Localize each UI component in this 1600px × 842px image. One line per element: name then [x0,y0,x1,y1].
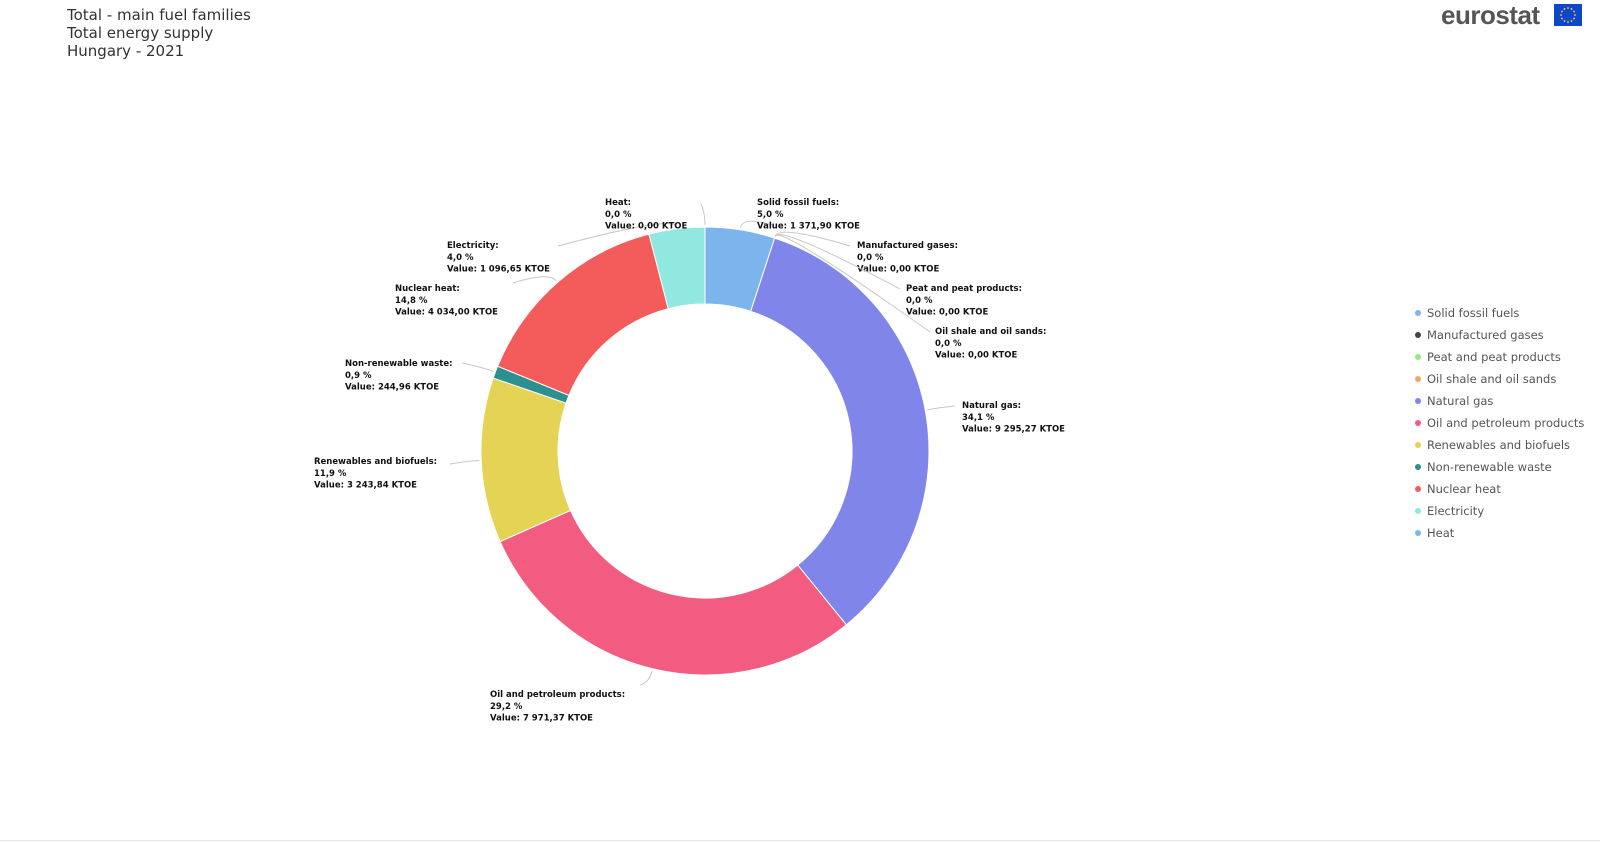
chart-legend: Solid fossil fuels Manufactured gases Peat… [1415,302,1584,544]
legend-label: Oil shale and oil sands [1427,372,1557,386]
legend-item-non-renewable-waste[interactable]: Non-renewable waste [1415,456,1584,478]
legend-item-electricity[interactable]: Electricity [1415,500,1584,522]
legend-marker-icon [1415,508,1421,514]
data-label-natural-gas: Natural gas: 34,1 % Value: 9 295,27 KTOE [962,401,1065,435]
legend-marker-icon [1415,376,1421,382]
legend-item-nuclear-heat[interactable]: Nuclear heat [1415,478,1584,500]
legend-label: Natural gas [1427,394,1494,408]
connector-electricity [557,223,678,247]
legend-label: Non-renewable waste [1427,460,1552,474]
slice-nuclear-heat[interactable] [497,233,669,397]
data-label-oil-and-petroleum-products: Oil and petroleum products: 29,2 % Value: … [490,690,625,724]
legend-marker-icon [1415,398,1421,404]
connector-natural-gas [927,405,956,411]
legend-marker-icon [1415,420,1421,426]
data-label-manufactured-gases: Manufactured gases: 0,0 % Value: 0,00 KTOE [857,241,958,275]
legend-item-renewables-and-biofuels[interactable]: Renewables and biofuels [1415,434,1584,456]
legend-marker-icon [1415,464,1421,470]
data-label-nuclear-heat: Nuclear heat: 14,8 % Value: 4 034,00 KTOE [395,284,498,318]
connector-oil-shale-and-oil-sands [774,234,931,333]
chart-title: Total - main fuel families [67,6,251,24]
legend-marker-icon [1415,486,1421,492]
legend-marker-icon [1415,332,1421,338]
connector-renewables-and-biofuels [449,460,480,465]
legend-marker-icon [1415,530,1421,536]
legend-label: Peat and peat products [1427,350,1561,364]
data-label-electricity: Electricity: 4,0 % Value: 1 096,65 KTOE [447,241,550,275]
slice-oil-and-petroleum-products[interactable] [499,509,848,676]
data-label-non-renewable-waste: Non-renewable waste: 0,9 % Value: 244,96 K… [345,359,453,393]
connector-manufactured-gases [774,231,851,247]
data-label-solid-fossil-fuels: Solid fossil fuels: 5,0 % Value: 1 371,90 … [757,198,860,232]
footer-divider [0,840,1600,841]
legend-item-peat-and-peat-products[interactable]: Peat and peat products [1415,346,1584,368]
legend-label: Heat [1427,526,1455,540]
data-label-peat-and-peat-products: Peat and peat products: 0,0 % Value: 0,00 … [906,284,1022,318]
legend-item-natural-gas[interactable]: Natural gas [1415,390,1584,412]
legend-item-manufactured-gases[interactable]: Manufactured gases [1415,324,1584,346]
connector-solid-fossil-fuels [740,220,773,228]
legend-label: Manufactured gases [1427,328,1544,342]
data-label-heat: Heat: 0,0 % Value: 0,00 KTOE [605,198,687,232]
connector-oil-and-petroleum-products [639,670,653,686]
connector-heat [700,203,706,226]
data-label-renewables-and-biofuels: Renewables and biofuels: 11,9 % Value: 3 2… [314,457,437,491]
chart-subtitle-geo-time: Hungary - 2021 [67,42,185,60]
slice-electricity[interactable] [648,226,706,310]
legend-label: Electricity [1427,504,1485,518]
legend-marker-icon [1415,310,1421,316]
legend-label: Oil and petroleum products [1427,416,1585,430]
data-label-oil-shale-and-oil-sands: Oil shale and oil sands: 0,0 % Value: 0,00… [935,327,1046,361]
legend-label: Renewables and biofuels [1427,438,1571,452]
legend-item-oil-and-petroleum-products[interactable]: Oil and petroleum products [1415,412,1584,434]
chart-title-block: Total - main fuel families Total energy … [67,6,251,60]
legend-marker-icon [1415,442,1421,448]
slice-natural-gas[interactable] [750,237,930,626]
legend-item-oil-shale-and-oil-sands[interactable]: Oil shale and oil sands [1415,368,1584,390]
chart-subtitle-indicator: Total energy supply [67,24,214,42]
eu-flag-icon [1554,4,1582,26]
legend-item-solid-fossil-fuels[interactable]: Solid fossil fuels [1415,302,1584,324]
legend-marker-icon [1415,354,1421,360]
connector-non-renewable-waste [461,362,494,372]
legend-label: Nuclear heat [1427,482,1501,496]
legend-label: Solid fossil fuels [1427,306,1520,320]
connector-nuclear-heat [512,276,557,284]
legend-item-heat[interactable]: Heat [1415,522,1584,544]
logo-text: eurostat [1441,0,1540,30]
